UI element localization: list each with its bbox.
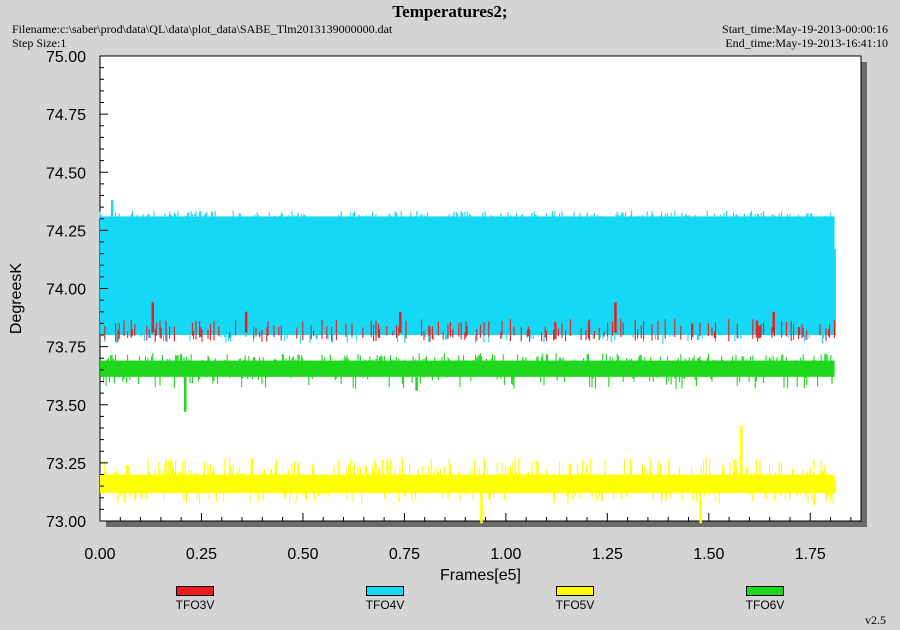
series-noise — [99, 210, 832, 344]
legend-label: TFO4V — [365, 598, 405, 612]
y-tick-label: 73.75 — [46, 340, 86, 357]
legend-label: TFO6V — [745, 598, 785, 612]
y-tick-label: 74.00 — [46, 282, 86, 299]
series-noise — [100, 457, 834, 504]
x-axis-label: Frames[e5] — [440, 567, 521, 584]
x-tick-label: 1.75 — [795, 546, 826, 563]
x-tick-label: 0.50 — [287, 546, 318, 563]
step-size-text: Step Size:1 — [12, 36, 67, 50]
series-tfo5v — [100, 425, 836, 524]
x-tick-label: 0.00 — [84, 546, 115, 563]
series-band — [100, 360, 835, 377]
x-tick-label: 1.25 — [592, 546, 623, 563]
x-tick-label: 0.25 — [186, 546, 217, 563]
x-tick-label: 1.50 — [693, 546, 724, 563]
legend-label: TFO3V — [175, 598, 215, 612]
legend-item-tfo6v: TFO6V — [730, 586, 800, 612]
series-tfo4v — [99, 200, 836, 344]
y-tick-label: 74.50 — [46, 165, 86, 182]
chart-title: Temperatures2; — [392, 2, 508, 21]
y-tick-label: 73.25 — [46, 456, 86, 473]
x-tick-label: 1.00 — [490, 546, 521, 563]
y-tick-label: 73.50 — [46, 398, 86, 415]
y-tick-label: 75.00 — [46, 49, 86, 66]
legend-swatch — [746, 586, 784, 596]
legend-item-tfo4v: TFO4V — [350, 586, 420, 612]
legend-item-tfo5v: TFO5V — [540, 586, 610, 612]
series-tfo6v — [100, 353, 835, 412]
legend-swatch — [556, 586, 594, 596]
y-tick-label: 74.75 — [46, 107, 86, 124]
end-time-text: End_time:May-19-2013-16:41:10 — [725, 36, 888, 50]
y-tick-label: 73.00 — [46, 514, 86, 531]
legend-item-tfo3v: TFO3V — [160, 586, 230, 612]
version-label: v2.5 — [865, 613, 886, 627]
series-noise — [104, 319, 835, 342]
start-time-text: Start_time:May-19-2013-00:00:16 — [722, 22, 888, 36]
filename-text: Filename:c:\saber\prod\data\QL\data\plot… — [12, 22, 393, 36]
x-tick-label: 0.75 — [389, 546, 420, 563]
series-band — [100, 216, 835, 335]
series-band — [100, 474, 835, 494]
series-tfo3v — [104, 302, 835, 342]
series-noise — [100, 353, 833, 389]
legend-swatch — [176, 586, 214, 596]
y-axis-label: DegreesK — [8, 263, 25, 334]
y-tick-label: 74.25 — [46, 223, 86, 240]
legend-label: TFO5V — [555, 598, 595, 612]
legend-swatch — [366, 586, 404, 596]
